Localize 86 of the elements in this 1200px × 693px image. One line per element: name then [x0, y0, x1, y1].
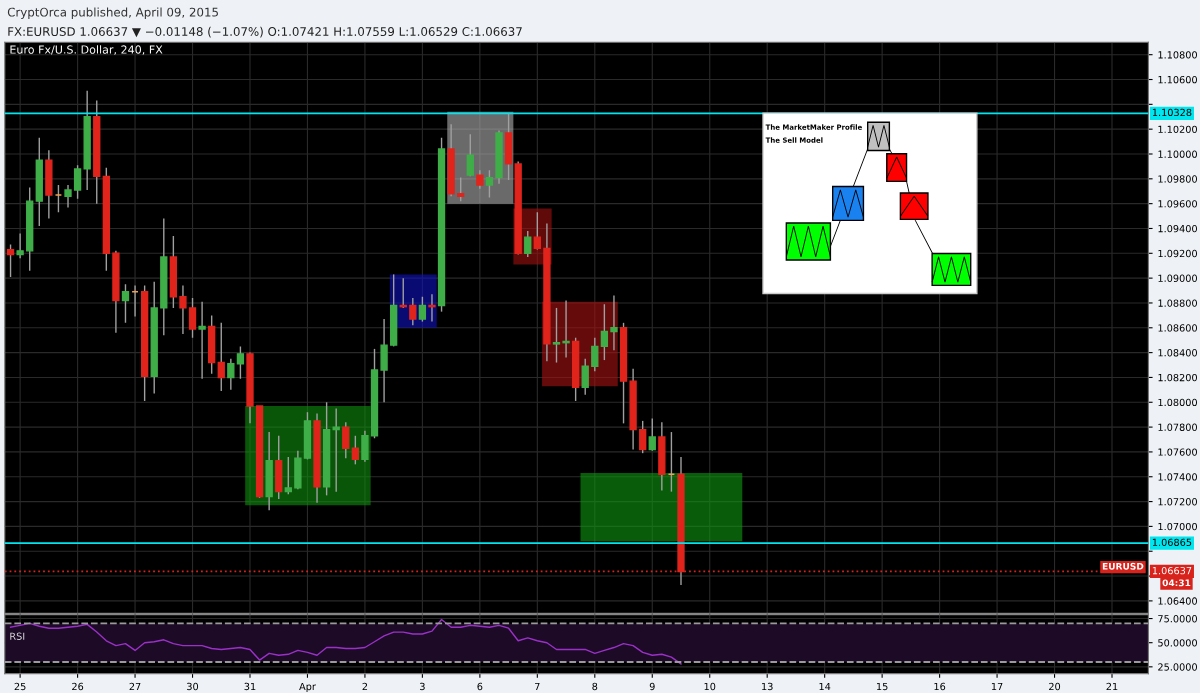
y-tick-label: 1.07600 — [1158, 448, 1197, 456]
y-tick-label: 1.08600 — [1158, 324, 1197, 332]
candlestick — [524, 230, 532, 258]
ref-line-label: 1.10328 — [1152, 108, 1192, 117]
y-tick-label: 75.0000 — [1158, 615, 1197, 623]
candlestick — [121, 283, 130, 324]
candlestick — [284, 456, 292, 495]
candlestick — [227, 358, 235, 391]
candlestick — [485, 169, 494, 199]
text: CryptOrca published, April 09, 2015 — [7, 7, 218, 19]
y-tick-label: 25.0000 — [1158, 663, 1197, 671]
candlestick — [236, 345, 245, 380]
x-tick-label: 25 — [14, 682, 26, 691]
candlestick — [332, 407, 340, 493]
y-tick-label: 1.07400 — [1158, 473, 1197, 481]
candlestick — [639, 420, 647, 454]
x-tick-label: 31 — [244, 682, 256, 691]
ref-line-label: 1.06637 — [1152, 566, 1192, 575]
x-tick-label: Apr — [299, 682, 316, 693]
candlestick — [179, 284, 187, 335]
candlestick — [198, 301, 206, 380]
annotation: RSI — [10, 632, 25, 640]
candlestick — [428, 293, 436, 323]
x-tick-label: 6 — [477, 682, 483, 691]
candlestick — [552, 307, 561, 364]
x-tick-label: 17 — [991, 682, 1003, 691]
candlestick — [457, 176, 465, 202]
chart-title: Euro Fx/U.S. Dollar, 240, FX — [10, 45, 163, 55]
x-tick-label: 14 — [819, 682, 831, 691]
y-tick-label: 1.08000 — [1158, 398, 1197, 407]
candlestick — [533, 211, 541, 251]
x-tick-label: 15 — [877, 682, 888, 691]
x-tick-label: 8 — [592, 682, 598, 691]
candlestick — [466, 133, 474, 178]
ref-line-label: 1.06865 — [1152, 538, 1192, 546]
x-tick-label: 7 — [535, 682, 540, 691]
x-tick-label: 27 — [129, 682, 141, 691]
line-series — [9, 618, 682, 665]
candlestick — [648, 417, 656, 452]
x-tick-label: 30 — [187, 682, 199, 691]
candlestick — [600, 303, 609, 361]
y-tick-label: 1.08800 — [1158, 299, 1197, 307]
x-tick-label: 16 — [934, 682, 946, 691]
candlestick — [188, 297, 197, 339]
candlestick — [418, 296, 427, 323]
x-tick-label: 26 — [72, 682, 84, 691]
candlestick — [409, 297, 417, 327]
y-tick-label: 1.07200 — [1158, 498, 1197, 506]
y-tick-label: 1.09000 — [1158, 274, 1197, 282]
candlestick — [16, 232, 24, 259]
y-tick-label: 1.09400 — [1158, 224, 1197, 233]
candlestick — [476, 169, 484, 190]
x-tick-label: 9 — [649, 682, 655, 691]
y-tick-label: 1.10200 — [1158, 125, 1197, 133]
y-tick-label: 1.10600 — [1158, 75, 1197, 84]
annotation: EURUSD — [1102, 562, 1144, 570]
x-tick-label: 10 — [704, 682, 716, 691]
x-tick-label: 13 — [762, 682, 773, 691]
x-tick-label: 3 — [420, 682, 425, 691]
y-tick-label: 1.10000 — [1158, 150, 1197, 158]
y-tick-label: 1.09600 — [1158, 200, 1197, 208]
x-tick-label: 20 — [1049, 682, 1061, 691]
candlestick — [581, 358, 589, 396]
y-tick-label: 1.07000 — [1158, 522, 1197, 531]
x-tick-label: 2 — [362, 682, 368, 691]
candlestick — [610, 294, 618, 351]
y-tick-label: 1.09200 — [1158, 249, 1197, 258]
candlestick — [562, 299, 570, 359]
y-tick-label: 1.08400 — [1158, 349, 1197, 357]
candlestick — [361, 430, 369, 463]
candlestick — [217, 322, 225, 392]
y-tick-label: 1.07800 — [1158, 423, 1197, 431]
y-tick-label: 1.08200 — [1158, 373, 1197, 382]
candlestick — [342, 421, 350, 459]
text: 04:31 — [1162, 579, 1191, 587]
y-tick-label: 1.06400 — [1158, 597, 1197, 605]
y-tick-label: 1.09800 — [1158, 175, 1197, 183]
y-tick-label: 50.0000 — [1158, 639, 1197, 647]
candlestick — [6, 243, 15, 278]
y-tick-label: 1.10800 — [1158, 51, 1197, 59]
candlestick — [591, 337, 599, 372]
x-tick-label: 21 — [1106, 682, 1118, 691]
candlestick — [351, 435, 360, 466]
chart-subtitle: FX:EURUSD 1.06637 ▼ −0.01148 (−1.07%) O:1.07421 H:1.07559 L:1.06529 C:1.06637 — [8, 26, 522, 38]
candlestick — [64, 184, 72, 209]
candlestick — [73, 164, 82, 200]
